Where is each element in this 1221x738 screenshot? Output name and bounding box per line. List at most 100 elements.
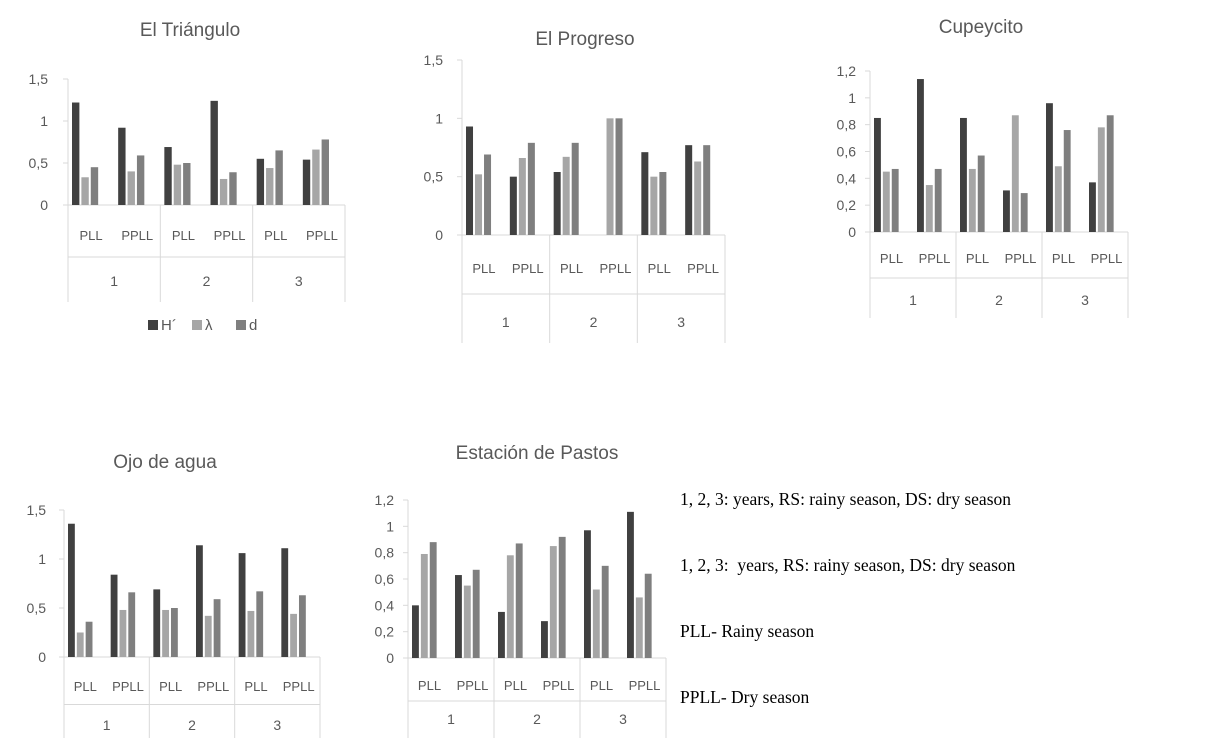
x-tick-label: PPLL: [457, 678, 489, 693]
x-tick-label: PLL: [244, 679, 267, 694]
group-label: 3: [619, 711, 627, 727]
legend-label: H´: [161, 317, 177, 334]
legend-swatch: [192, 320, 202, 330]
x-tick-label: PPLL: [121, 228, 153, 243]
y-tick-label: 0,5: [424, 169, 444, 185]
bar-lambda: [290, 613, 297, 657]
y-tick-label: 0: [40, 197, 48, 213]
bar-d: [229, 172, 237, 205]
bar-lambda: [1011, 115, 1019, 232]
bar-lambda: [219, 178, 228, 205]
bar-lambda: [882, 171, 890, 232]
bar-d: [601, 565, 609, 658]
x-tick-label: PLL: [159, 679, 182, 694]
chart-title: Ojo de agua: [113, 452, 217, 473]
bar-d: [429, 542, 437, 658]
bar-h: [256, 158, 265, 205]
bar-h: [584, 530, 591, 658]
note-line: PPLL- Dry season: [680, 687, 810, 707]
chart-4: Estación de Pastos 0 0,2 0,4 0,6 0,8 1 1,2 PLL PP…: [375, 443, 667, 738]
bar-h: [466, 126, 474, 235]
bar-lambda: [650, 176, 658, 235]
bar-d: [515, 543, 523, 658]
y-tick-label: 0,8: [375, 545, 395, 561]
bar-d: [527, 142, 535, 235]
bar-lambda: [635, 597, 643, 658]
bar-h: [118, 127, 126, 205]
group-label: 2: [188, 717, 196, 733]
bar-h: [238, 553, 246, 657]
x-tick-label: PPLL: [687, 261, 719, 276]
bar-lambda: [312, 149, 320, 205]
group-label: 1: [103, 717, 111, 733]
bar-lambda: [518, 158, 526, 235]
bar-lambda: [463, 585, 471, 658]
bar-h: [1089, 182, 1096, 232]
y-tick-label: 0: [38, 649, 46, 665]
bar-h: [153, 589, 161, 657]
y-tick-label: 1,5: [29, 71, 49, 87]
bar-lambda: [81, 177, 89, 205]
bar-h: [509, 176, 517, 235]
bar-d: [891, 168, 899, 232]
bar-lambda: [204, 615, 212, 657]
bar-d: [213, 599, 221, 657]
x-tick-label: PLL: [418, 678, 441, 693]
x-tick-label: PLL: [264, 228, 287, 243]
x-tick-label: PLL: [1052, 251, 1075, 266]
bar-h: [685, 145, 693, 235]
bar-h: [553, 172, 561, 235]
note-line: 1, 2, 3: years, RS: rainy season, DS: dr…: [680, 555, 1016, 575]
notes-block: 1, 2, 3: years, RS: rainy season, DS: dr…: [680, 444, 1015, 730]
group-label: 1: [447, 711, 455, 727]
x-tick-label: PLL: [80, 228, 103, 243]
bar-h: [874, 117, 881, 232]
bar-h: [1046, 103, 1053, 232]
y-tick-label: 0,2: [837, 197, 857, 213]
x-tick-label: PPLL: [283, 679, 315, 694]
note-line: PLL- Rainy season: [680, 621, 815, 641]
legend: H´ λ d: [148, 317, 257, 334]
x-tick-label: PPLL: [600, 261, 632, 276]
x-tick-label: PPLL: [112, 679, 144, 694]
x-tick-label: PLL: [966, 251, 989, 266]
note-line: 1, 2, 3: years, RS: rainy season, DS: dr…: [680, 489, 1012, 509]
y-tick-label: 1,5: [27, 502, 47, 518]
group-label: 1: [909, 292, 917, 308]
bar-h: [302, 159, 311, 205]
bar-lambda: [266, 168, 274, 205]
bar-lambda: [475, 174, 483, 235]
bar-d: [128, 592, 136, 657]
bar-d: [1106, 115, 1114, 232]
x-tick-label: PLL: [74, 679, 97, 694]
bar-d: [659, 172, 667, 235]
bar-lambda: [506, 555, 514, 658]
legend-label: λ: [205, 317, 213, 334]
bar-d: [90, 167, 99, 205]
x-tick-label: PPLL: [543, 678, 575, 693]
bar-d: [275, 150, 283, 205]
x-tick-label: PPLL: [629, 678, 661, 693]
bar-h: [627, 511, 634, 658]
x-tick-label: PPLL: [197, 679, 229, 694]
group-label: 3: [1081, 292, 1089, 308]
y-tick-label: 0,5: [29, 155, 49, 171]
bar-h: [412, 605, 419, 658]
bar-h: [68, 523, 75, 657]
y-tick-label: 1: [435, 110, 443, 126]
chart-1: El Progreso 0 0,5 1 1,5 PLL PPLL PLL PPLL PLL PPLL…: [424, 29, 726, 343]
bar-lambda: [119, 609, 127, 657]
bar-d: [85, 621, 93, 657]
x-tick-label: PPLL: [1005, 251, 1037, 266]
bar-h: [281, 548, 289, 657]
chart-title: Cupeycito: [939, 17, 1024, 38]
bar-lambda: [1054, 166, 1062, 232]
y-tick-label: 0,5: [27, 600, 47, 616]
legend-label: d: [249, 317, 257, 334]
y-tick-label: 1,2: [375, 492, 395, 508]
group-label: 2: [533, 711, 541, 727]
y-tick-label: 1: [386, 518, 394, 534]
y-tick-label: 1: [40, 113, 48, 129]
bar-lambda: [549, 546, 557, 658]
group-label: 2: [995, 292, 1003, 308]
